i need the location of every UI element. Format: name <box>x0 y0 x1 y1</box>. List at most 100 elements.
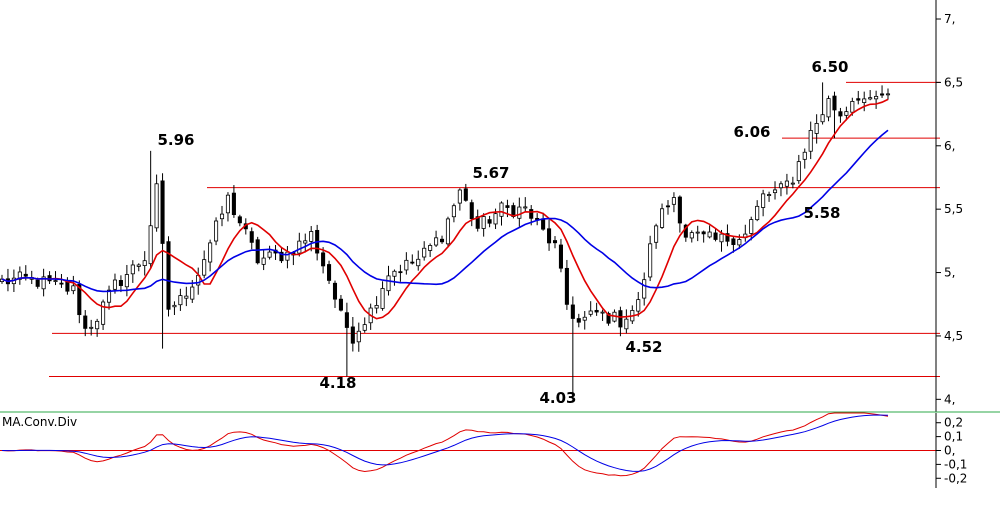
candle <box>136 263 141 272</box>
candle <box>570 296 575 396</box>
candle <box>148 150 153 269</box>
ma-21-line <box>1 129 889 293</box>
candle <box>71 275 76 295</box>
macd-line <box>1 412 889 477</box>
candle <box>101 299 106 330</box>
candle <box>517 197 522 227</box>
candle <box>362 317 367 333</box>
price-tick-label: 5,5 <box>944 202 963 216</box>
annotation-5.67: 5.67 <box>472 164 509 182</box>
candle <box>844 106 849 121</box>
candle <box>755 200 760 222</box>
candle <box>350 317 355 352</box>
candle <box>404 252 409 275</box>
candle <box>279 248 284 264</box>
candle <box>178 288 183 311</box>
candle <box>802 148 807 169</box>
candle <box>630 305 635 324</box>
candle <box>695 225 700 242</box>
candle <box>142 251 147 276</box>
candle <box>856 90 861 105</box>
candle <box>642 272 647 306</box>
candle <box>624 309 629 334</box>
price-axis-ticks: 7, 6,5 6, 5,5 5, 4,5 4, <box>936 12 963 406</box>
candle <box>832 91 837 139</box>
candle <box>267 245 272 260</box>
candle <box>225 192 230 222</box>
candle <box>106 285 112 310</box>
candle <box>558 238 563 273</box>
candle <box>416 250 421 271</box>
candle <box>677 195 682 233</box>
candle <box>594 302 599 316</box>
annotation-5.58: 5.58 <box>803 204 840 222</box>
candle <box>321 247 326 274</box>
candle <box>523 197 528 212</box>
candle <box>17 266 22 285</box>
candle <box>588 301 593 317</box>
candle <box>701 230 706 243</box>
candle <box>95 318 100 337</box>
candle <box>469 199 474 227</box>
candle <box>499 201 504 226</box>
indicator-tick-label: -0,2 <box>944 471 967 485</box>
candle <box>219 205 225 227</box>
candle <box>778 181 784 197</box>
candle <box>124 264 129 297</box>
candle <box>838 107 843 123</box>
candle <box>564 259 569 310</box>
candle <box>874 90 879 109</box>
candle <box>707 225 712 239</box>
candle <box>784 173 789 195</box>
candle <box>767 191 772 202</box>
candle <box>208 239 213 272</box>
candle <box>654 223 659 249</box>
candle <box>41 268 46 297</box>
candle <box>327 260 332 284</box>
candle <box>237 214 242 227</box>
candle <box>445 216 451 248</box>
candle <box>713 228 718 242</box>
candle <box>451 203 456 223</box>
annotation-6.50: 6.50 <box>811 58 848 76</box>
candle <box>303 233 308 253</box>
candle <box>749 216 754 241</box>
price-panel: 5.96 5.67 6.50 6.06 5.58 4.18 4.03 4.52 <box>0 58 940 407</box>
price-tick-label: 5, <box>944 266 955 280</box>
candle <box>761 189 766 217</box>
price-tick-label: 6,5 <box>944 75 963 89</box>
candle <box>582 311 587 330</box>
indicator-title: MA.Conv.Div <box>2 415 77 429</box>
candle <box>410 254 415 265</box>
candle <box>434 230 439 248</box>
annotation-5.96: 5.96 <box>157 131 194 149</box>
candle <box>826 95 831 122</box>
candle <box>356 322 361 352</box>
candle <box>380 281 385 311</box>
candle <box>166 236 171 317</box>
candle <box>648 235 653 282</box>
candle <box>481 213 486 237</box>
ma-8-line <box>1 98 889 320</box>
candle <box>618 306 623 337</box>
price-tick-label: 6, <box>944 139 955 153</box>
price-tick-label: 7, <box>944 12 955 26</box>
candle <box>374 296 379 314</box>
candle <box>457 188 462 211</box>
candle <box>392 269 397 286</box>
candle <box>868 90 873 101</box>
candle <box>772 181 778 200</box>
candle <box>249 227 254 250</box>
candle <box>172 301 177 315</box>
candle <box>547 219 552 251</box>
candle <box>309 226 314 252</box>
candle <box>743 224 748 242</box>
horizontal-levels <box>49 81 940 378</box>
candle <box>808 121 813 160</box>
indicator-tick-label: -0,1 <box>944 457 967 471</box>
annotation-6.06: 6.06 <box>733 123 770 141</box>
annotation-4.03: 4.03 <box>539 389 576 407</box>
candle <box>332 280 338 308</box>
candle <box>475 209 480 232</box>
candle <box>439 235 445 244</box>
